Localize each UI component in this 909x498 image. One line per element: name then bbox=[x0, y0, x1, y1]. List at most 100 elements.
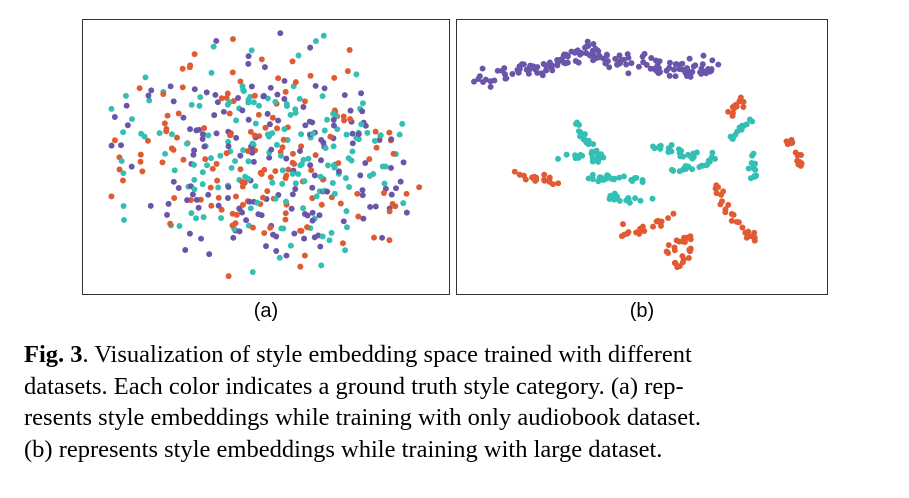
scatter-point bbox=[186, 64, 193, 71]
scatter-point bbox=[687, 233, 694, 240]
scatter-point bbox=[218, 215, 225, 222]
scatter-point bbox=[626, 199, 633, 206]
scatter-point bbox=[307, 72, 314, 79]
scatter-point bbox=[280, 225, 287, 232]
scatter-point bbox=[670, 167, 677, 174]
scatter-point bbox=[209, 165, 216, 172]
scatter-point bbox=[538, 70, 545, 77]
scatter-point bbox=[201, 125, 208, 132]
scatter-point bbox=[205, 191, 212, 198]
scatter-point bbox=[215, 202, 222, 209]
scatter-point bbox=[304, 224, 311, 231]
scatter-point bbox=[276, 254, 283, 261]
scatter-point bbox=[239, 201, 246, 208]
scatter-point bbox=[223, 94, 230, 101]
panel-a-label: (a) bbox=[253, 300, 279, 322]
scatter-point bbox=[226, 132, 233, 139]
scatter-point bbox=[386, 208, 393, 215]
scatter-point bbox=[119, 177, 126, 184]
scatter-point bbox=[280, 136, 287, 143]
scatter-point bbox=[742, 229, 749, 236]
scatter-point bbox=[297, 148, 303, 155]
scatter-point bbox=[218, 206, 225, 213]
scatter-point bbox=[605, 173, 612, 180]
scatter-point bbox=[120, 217, 127, 224]
scatter-point bbox=[141, 133, 148, 140]
scatter-point bbox=[416, 184, 423, 191]
scatter-point bbox=[264, 110, 271, 117]
scatter-point bbox=[487, 83, 494, 90]
scatter-point bbox=[282, 216, 289, 223]
scatter-point bbox=[122, 92, 129, 99]
scatter-point bbox=[715, 184, 722, 191]
scatter-point bbox=[727, 133, 734, 140]
scatter-point bbox=[650, 143, 657, 150]
scatter-point bbox=[348, 157, 355, 164]
scatter-point bbox=[672, 259, 679, 266]
scatter-point bbox=[589, 176, 596, 183]
scatter-point bbox=[632, 195, 639, 202]
scatter-point bbox=[301, 178, 308, 185]
scatter-point bbox=[120, 129, 127, 136]
scatter-point bbox=[309, 209, 316, 216]
scatter-point bbox=[292, 185, 299, 192]
scatter-point bbox=[635, 63, 642, 70]
scatter-point bbox=[307, 44, 314, 51]
figure-number: Fig. 3 bbox=[24, 341, 83, 368]
scatter-point bbox=[159, 159, 166, 166]
scatter-point bbox=[208, 155, 214, 162]
scatter-panel-a bbox=[82, 19, 450, 295]
scatter-point bbox=[273, 248, 280, 254]
scatter-point bbox=[225, 143, 232, 150]
scatter-point bbox=[628, 60, 635, 67]
scatter-point bbox=[250, 99, 257, 106]
scatter-point bbox=[111, 114, 118, 120]
scatter-point bbox=[204, 162, 211, 169]
scatter-point bbox=[671, 247, 678, 254]
scatter-point bbox=[260, 92, 267, 99]
scatter-point bbox=[612, 193, 619, 200]
scatter-point bbox=[590, 141, 597, 148]
scatter-point bbox=[390, 150, 397, 157]
scatter-point bbox=[381, 180, 388, 187]
scatter-point bbox=[309, 130, 316, 137]
scatter-point bbox=[170, 178, 177, 185]
scatter-point bbox=[260, 194, 266, 201]
caption-line-3: resents style embeddings while training … bbox=[24, 404, 702, 431]
scatter-point bbox=[267, 84, 274, 91]
scatter-point bbox=[789, 139, 796, 146]
scatter-point bbox=[249, 224, 256, 231]
scatter-point bbox=[291, 160, 298, 167]
scatter-point bbox=[201, 143, 208, 150]
scatter-point bbox=[359, 187, 366, 194]
scatter-point bbox=[281, 77, 288, 84]
scatter-point bbox=[168, 145, 175, 152]
scatter-point bbox=[292, 180, 299, 187]
scatter-point bbox=[193, 127, 200, 134]
scatter-point bbox=[144, 137, 151, 144]
scatter-point bbox=[179, 65, 186, 72]
scatter-point bbox=[665, 242, 672, 249]
scatter-point bbox=[188, 101, 195, 108]
scatter-point bbox=[725, 201, 732, 208]
scatter-point bbox=[330, 143, 337, 150]
scatter-point bbox=[237, 78, 244, 85]
scatter-point bbox=[699, 61, 706, 68]
scatter-point bbox=[555, 180, 562, 187]
scatter-point bbox=[217, 152, 224, 159]
scatter-plot-a bbox=[108, 30, 423, 280]
scatter-point bbox=[736, 98, 743, 104]
scatter-point bbox=[175, 110, 182, 117]
scatter-point bbox=[680, 256, 687, 263]
scatter-point bbox=[184, 140, 191, 147]
scatter-point bbox=[312, 152, 319, 159]
scatter-point bbox=[359, 192, 366, 199]
scatter-point bbox=[300, 205, 307, 212]
scatter-point bbox=[355, 131, 362, 138]
scatter-point bbox=[199, 131, 206, 138]
scatter-point bbox=[297, 263, 304, 270]
scatter-point bbox=[696, 164, 703, 171]
scatter-point bbox=[600, 55, 607, 62]
scatter-point bbox=[108, 105, 115, 112]
scatter-point bbox=[590, 41, 597, 48]
